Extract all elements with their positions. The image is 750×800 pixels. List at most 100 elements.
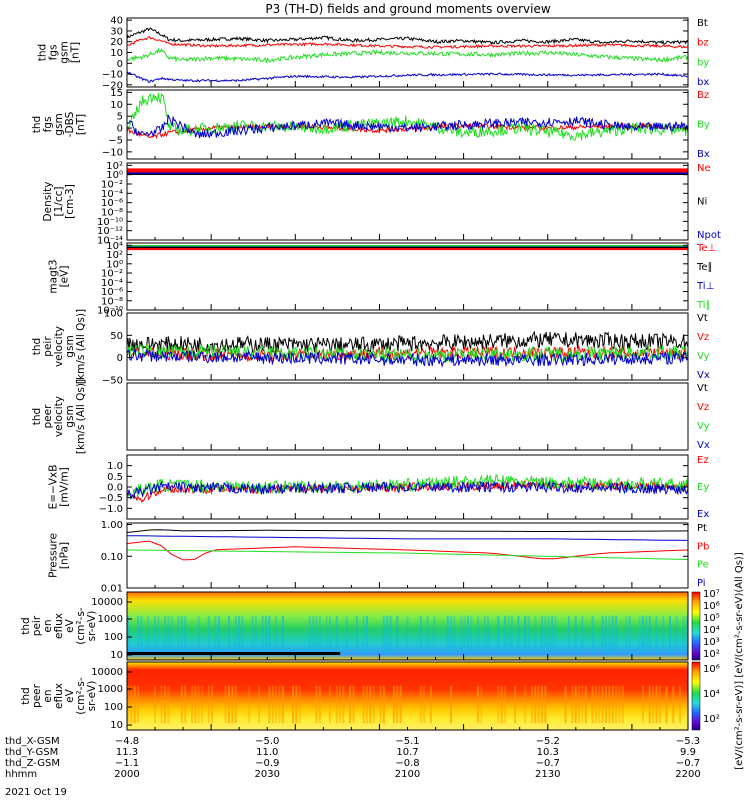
x-row-value: −0.7 xyxy=(676,758,700,769)
spectrogram-stripe xyxy=(591,615,594,654)
spectrogram-stripe xyxy=(127,685,129,724)
y-tick-label: 10⁻⁴ xyxy=(101,189,123,200)
panel-peir_en: thd peir en eflux eV (cm²-s-sr-eV) 10000 1000 10… xyxy=(20,591,689,661)
x-row-value: −0.7 xyxy=(536,758,560,769)
panel-density: Density [1/cc] [cm-3]10²10⁰10⁻²10⁻⁴10⁻⁶10⁻… xyxy=(42,161,721,247)
spectrogram-stripe xyxy=(581,685,584,724)
y-label-line: [nPa] xyxy=(59,542,71,569)
colorbar-tick: 10⁶ xyxy=(703,664,720,675)
y-tick-label: 10⁻¹² xyxy=(97,226,123,237)
spectrogram-stripe xyxy=(298,685,301,724)
y-tick-label: 0 xyxy=(117,59,123,70)
spectrogram-stripe xyxy=(628,615,631,654)
spectrogram-stripe xyxy=(554,615,557,654)
spectrogram-stripe xyxy=(679,685,682,724)
spectrogram-stripe xyxy=(578,685,581,724)
spectrogram-stripe xyxy=(594,685,597,724)
date-label: 2021 Oct 19 xyxy=(5,787,67,798)
spectrogram-stripe xyxy=(227,685,230,724)
spectrogram-stripe xyxy=(426,615,429,654)
spectrogram-stripe xyxy=(517,615,520,654)
y-label-line: gsm xyxy=(64,335,76,357)
spectrogram-stripe xyxy=(190,685,193,724)
spectrogram-stripe xyxy=(164,685,167,724)
spectrogram-stripe xyxy=(318,615,321,654)
spectrogram-stripe xyxy=(396,615,399,654)
spectrogram-stripe xyxy=(207,615,210,654)
spectrogram-stripe xyxy=(268,615,271,654)
y-label-line: [nT] xyxy=(75,114,87,135)
spectrogram-stripe xyxy=(507,615,510,654)
x-row-value: 2030 xyxy=(255,769,280,780)
y-tick-label: −50 xyxy=(102,376,123,387)
y-tick-label: 10⁻¹⁰ xyxy=(97,217,123,228)
spectrogram-stripe xyxy=(184,685,187,724)
legend-Ti∥: Ti∥ xyxy=(696,300,711,311)
spectrogram-stripe xyxy=(234,615,237,654)
series-line-By xyxy=(126,92,689,141)
spectrogram-stripe xyxy=(527,615,530,654)
spectrogram-stripe xyxy=(325,615,328,654)
spectrogram-gap xyxy=(127,652,341,655)
spectrogram-stripe xyxy=(281,615,284,654)
y-tick-label: 40 xyxy=(110,16,123,27)
spectrogram-stripe xyxy=(406,615,409,654)
legend-Vy: Vy xyxy=(697,421,710,432)
legend-Vt: Vt xyxy=(697,313,708,324)
spectrogram-stripe xyxy=(160,685,163,724)
spectrogram-stripe xyxy=(328,615,331,654)
legend-Bx: Bx xyxy=(697,149,710,160)
legend-Pb: Pb xyxy=(697,541,709,552)
spectrogram-stripe xyxy=(604,615,607,654)
y-tick-label: −5 xyxy=(108,135,123,146)
spectrogram-stripe xyxy=(638,615,641,654)
y-tick-label: 10² xyxy=(106,250,123,261)
y-label-line: gsm xyxy=(59,41,71,63)
spectrogram-stripe xyxy=(611,685,614,724)
spectrogram-stripe xyxy=(503,685,506,724)
colorbar-tick: 10² xyxy=(703,714,720,725)
y-label-line: thd xyxy=(20,617,32,634)
x-row-value: −1.1 xyxy=(115,758,139,769)
spectrogram-stripe xyxy=(514,685,517,724)
y-tick-label: 10000 xyxy=(91,667,123,678)
spectrogram-stripe xyxy=(477,685,480,724)
y-tick-label: 0.5 xyxy=(107,472,123,483)
figure-title: P3 (TH-D) fields and ground moments over… xyxy=(265,2,550,16)
y-label-line: fgs xyxy=(42,117,54,133)
y-tick-label: 10⁻² xyxy=(101,180,123,191)
y-tick-label: 10⁰ xyxy=(106,170,123,181)
series-line-bx xyxy=(126,71,688,83)
spectrogram-stripe xyxy=(581,615,584,654)
spectrogram-stripe xyxy=(571,685,574,724)
x-row-value: 2130 xyxy=(535,769,560,780)
panel-peer_v: thd peer velocity gsm [km/s (All Qs)] Vt Vz Vy V… xyxy=(31,379,710,454)
spectrogram-stripe xyxy=(534,615,537,654)
y-label-line: -DBS xyxy=(64,111,76,137)
spectrogram-stripe xyxy=(645,615,648,654)
spectrogram-stripe xyxy=(453,615,456,654)
spectrogram-stripe xyxy=(275,685,278,724)
spectrogram-stripe xyxy=(477,615,480,654)
spectrogram-stripe xyxy=(130,685,133,724)
spectrogram-stripe xyxy=(544,615,547,654)
legend-bx: bx xyxy=(697,77,709,88)
series-line-Bx xyxy=(126,114,689,139)
x-row-value: 2200 xyxy=(675,769,700,780)
spectrogram-stripe xyxy=(584,685,587,724)
spectrogram-stripe xyxy=(601,685,604,724)
y-label-line: gsm xyxy=(53,113,65,135)
y-tick-label: 10 xyxy=(110,720,123,731)
spectrogram xyxy=(127,592,688,660)
y-tick-label: 10⁰ xyxy=(106,259,123,270)
spectrogram-stripe xyxy=(662,615,665,654)
spectrogram-stripe xyxy=(315,615,318,654)
spectrogram-stripe xyxy=(503,615,506,654)
legend-bz: bz xyxy=(697,38,709,49)
spectrogram-stripe xyxy=(362,685,365,724)
spectrogram-stripe xyxy=(685,615,688,654)
spectrogram-stripe xyxy=(396,685,399,724)
